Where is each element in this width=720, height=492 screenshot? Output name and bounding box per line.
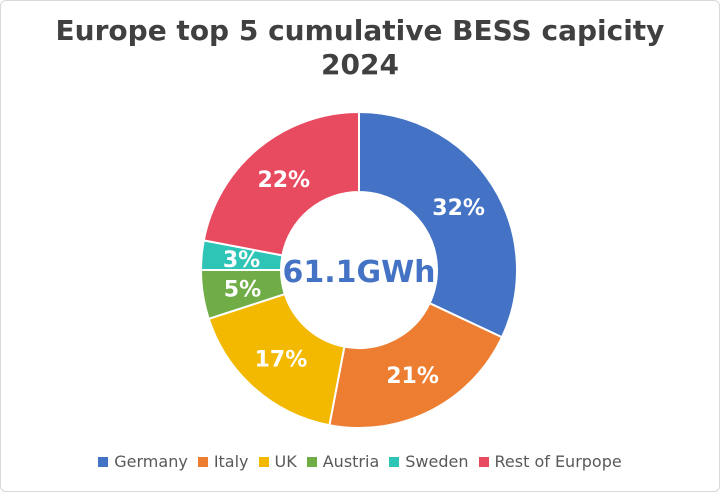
legend-label-uk: UK bbox=[274, 452, 297, 471]
slice-rest-of-eurpope bbox=[202, 110, 360, 257]
legend-item-sweden: Sweden bbox=[389, 452, 469, 471]
legend-label-rest-of-eurpope: Rest of Eurpope bbox=[494, 452, 622, 471]
legend-label-austria: Austria bbox=[322, 452, 380, 471]
slice-label-italy: 21% bbox=[386, 364, 439, 389]
slice-label-sweden: 3% bbox=[223, 248, 260, 273]
slice-label-austria: 5% bbox=[224, 277, 261, 302]
legend-swatch-rest-of-eurpope bbox=[478, 456, 489, 467]
slice-label-rest-of-eurpope: 22% bbox=[257, 168, 310, 193]
legend-label-germany: Germany bbox=[114, 452, 188, 471]
slice-germany bbox=[358, 110, 518, 339]
legend-item-italy: Italy bbox=[197, 452, 249, 471]
legend-label-sweden: Sweden bbox=[405, 452, 469, 471]
legend-item-germany: Germany bbox=[98, 452, 188, 471]
legend-swatch-germany bbox=[98, 456, 109, 467]
legend-swatch-italy bbox=[197, 456, 208, 467]
slice-italy bbox=[328, 301, 504, 429]
chart-title-line-1: Europe top 5 cumulative BESS capicity bbox=[55, 14, 665, 47]
legend-swatch-austria bbox=[306, 456, 317, 467]
legend-item-austria: Austria bbox=[306, 452, 380, 471]
legend-swatch-uk bbox=[258, 456, 269, 467]
legend-label-italy: Italy bbox=[213, 452, 249, 471]
slice-label-uk: 17% bbox=[255, 348, 308, 373]
slice-uk bbox=[207, 292, 346, 427]
donut-slice-labels: 32% 21% 17% 5% 3% 22% bbox=[223, 168, 485, 389]
legend-swatch-sweden bbox=[389, 456, 400, 467]
legend-item-rest-of-eurpope: Rest of Eurpope bbox=[478, 452, 622, 471]
donut-slices bbox=[199, 110, 518, 429]
donut-center-label: 61.1GWh bbox=[282, 255, 435, 290]
chart-legend: Germany Italy UK Austria Sweden Rest of Eurpo… bbox=[0, 452, 720, 471]
chart-title-line-2: 2024 bbox=[321, 48, 399, 81]
legend-item-uk: UK bbox=[258, 452, 297, 471]
chart-title: Europe top 5 cumulative BESS capicity 20… bbox=[0, 14, 720, 82]
slice-label-germany: 32% bbox=[432, 196, 485, 221]
